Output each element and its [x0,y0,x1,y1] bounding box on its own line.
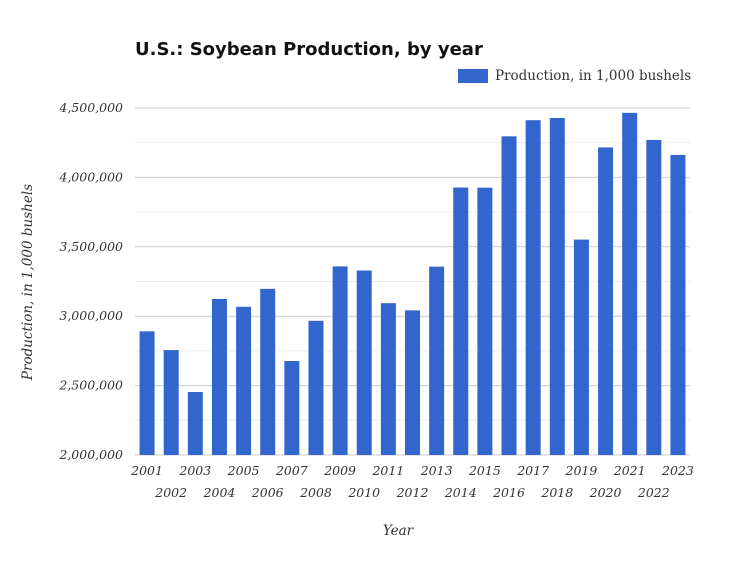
y-tick-label: 4,000,000 [58,169,123,184]
x-tick-label: 2013 [420,463,453,478]
x-tick-label: 2007 [275,463,308,478]
x-tick-label: 2001 [130,463,163,478]
legend-label: Production, in 1,000 bushels [495,68,691,84]
bar-2006 [260,288,276,455]
bar-2013 [429,266,445,455]
bar-2021 [622,112,638,455]
x-tick-label: 2023 [661,463,694,478]
bar-2022 [646,139,662,455]
x-tick-label: 2003 [178,463,211,478]
x-tick-label: 2004 [203,485,236,500]
y-tick-label: 2,500,000 [58,378,123,393]
x-tick-label: 2008 [299,485,332,500]
bar-2011 [380,303,396,455]
x-tick-label: 2014 [444,485,477,500]
x-tick-label: 2015 [468,463,501,478]
x-tick-label: 2002 [154,485,187,500]
bar-2005 [236,306,252,455]
x-tick-label: 2012 [396,485,429,500]
x-tick-label: 2011 [371,463,404,478]
x-tick-label: 2018 [540,485,573,500]
bar-2012 [405,310,420,455]
chart-title: U.S.: Soybean Production, by year [135,39,483,60]
y-axis-title: Production, in 1,000 bushels [20,184,36,381]
y-tick-label: 2,000,000 [58,447,123,462]
bar-2003 [187,391,203,455]
x-tick-label: 2005 [227,463,260,478]
x-tick-label: 2017 [516,463,549,478]
bar-2020 [598,147,614,456]
x-tick-label: 2020 [589,485,622,500]
x-tick-label: 2009 [323,463,356,478]
x-tick-label: 2019 [565,463,598,478]
bar-2008 [308,320,324,455]
x-tick-label: 2022 [637,485,670,500]
x-tick-label: 2021 [613,463,646,478]
bar-2015 [477,187,493,455]
x-axis-title: Year [383,523,415,539]
x-tick-label: 2010 [347,485,380,500]
bar-2019 [573,239,589,455]
bar-2010 [356,270,372,455]
bar-2007 [284,361,300,455]
bar-2001 [139,331,155,455]
bar-2004 [211,298,227,455]
bar-2023 [670,154,686,455]
bar-2016 [501,136,517,456]
bar-2002 [163,350,179,455]
bar-2014 [453,187,469,455]
y-tick-label: 4,500,000 [58,100,123,115]
x-tick-label: 2016 [492,485,525,500]
y-tick-label: 3,000,000 [59,308,123,323]
bar-2017 [525,120,541,455]
x-tick-label: 2006 [251,485,284,500]
bar-2018 [549,117,565,456]
y-tick-label: 3,500,000 [59,239,123,254]
bar-2009 [332,266,348,455]
legend-swatch [458,69,488,83]
